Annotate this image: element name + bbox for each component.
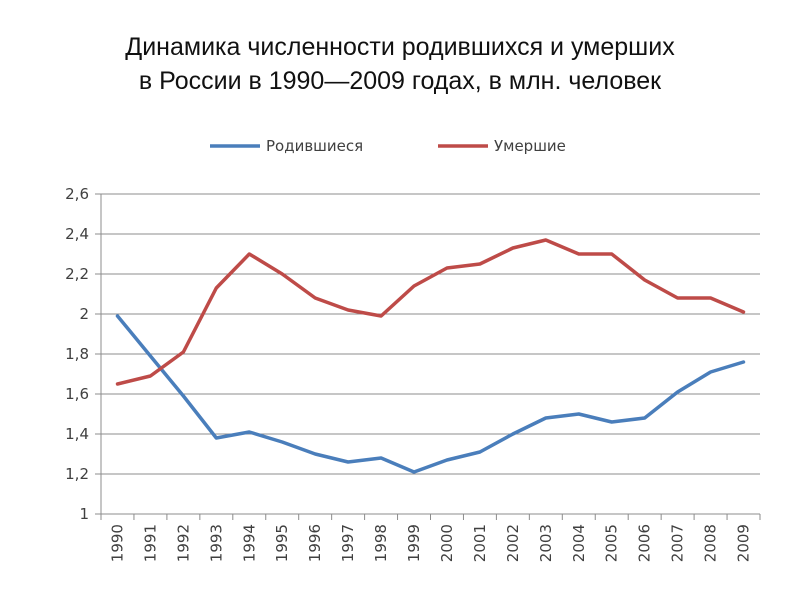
title-line-1: Динамика численности родившихся и умерши… (125, 33, 675, 61)
x-tick-label: 1998 (372, 524, 390, 562)
x-tick-labels: 1990 1991 1992 1993 1994 1995 1996 1997 1998 1999… (108, 524, 752, 562)
y-tick-label: 2,2 (65, 265, 89, 283)
x-tick-label: 2002 (504, 524, 522, 562)
y-tick-label: 2,4 (65, 225, 89, 243)
x-tick-label: 1992 (174, 524, 192, 562)
x-tick-label: 2003 (537, 524, 555, 562)
x-tick-label: 2005 (603, 524, 621, 562)
legend: Родившиеся Умершие (210, 137, 566, 155)
x-tick-label: 1991 (141, 524, 159, 562)
x-tick-label: 1995 (273, 524, 291, 562)
y-tick-label: 1,8 (65, 345, 89, 363)
series-lines (115, 238, 746, 474)
x-tick-label: 2006 (636, 524, 654, 562)
x-tick-label: 2007 (669, 524, 687, 562)
x-tick-label: 1993 (207, 524, 225, 562)
axes (95, 193, 761, 520)
x-tick-label: 1999 (405, 524, 423, 562)
y-tick-label: 1,6 (65, 385, 89, 403)
legend-label: Родившиеся (266, 137, 363, 155)
title-line-2: в России в 1990—2009 годах, в млн. челов… (138, 67, 662, 95)
y-tick-label: 2,6 (65, 185, 89, 203)
x-tick-label: 1996 (306, 524, 324, 562)
y-tick-labels: 1 1,2 1,4 1,6 1,8 2 2,2 2,4 2,6 (65, 185, 89, 523)
chart-title: Динамика численности родившихся и умерши… (0, 30, 800, 98)
y-tick-label: 1,2 (65, 465, 89, 483)
legend-label: Умершие (494, 137, 566, 155)
x-tick-label: 2004 (570, 524, 588, 562)
y-tick-label: 1 (79, 505, 89, 523)
x-tick-label: 2001 (471, 524, 489, 562)
x-tick-label: 1994 (240, 524, 258, 562)
y-tick-label: 2 (79, 305, 89, 323)
y-tick-label: 1,4 (65, 425, 89, 443)
series-line-1 (115, 314, 746, 474)
x-tick-label: 1990 (108, 524, 126, 562)
x-tick-label: 2008 (702, 524, 720, 562)
series-line-2 (115, 238, 746, 386)
x-tick-label: 2000 (438, 524, 456, 562)
gridlines (101, 193, 760, 515)
x-tick-label: 1997 (339, 524, 357, 562)
x-tick-label: 2009 (735, 524, 753, 562)
